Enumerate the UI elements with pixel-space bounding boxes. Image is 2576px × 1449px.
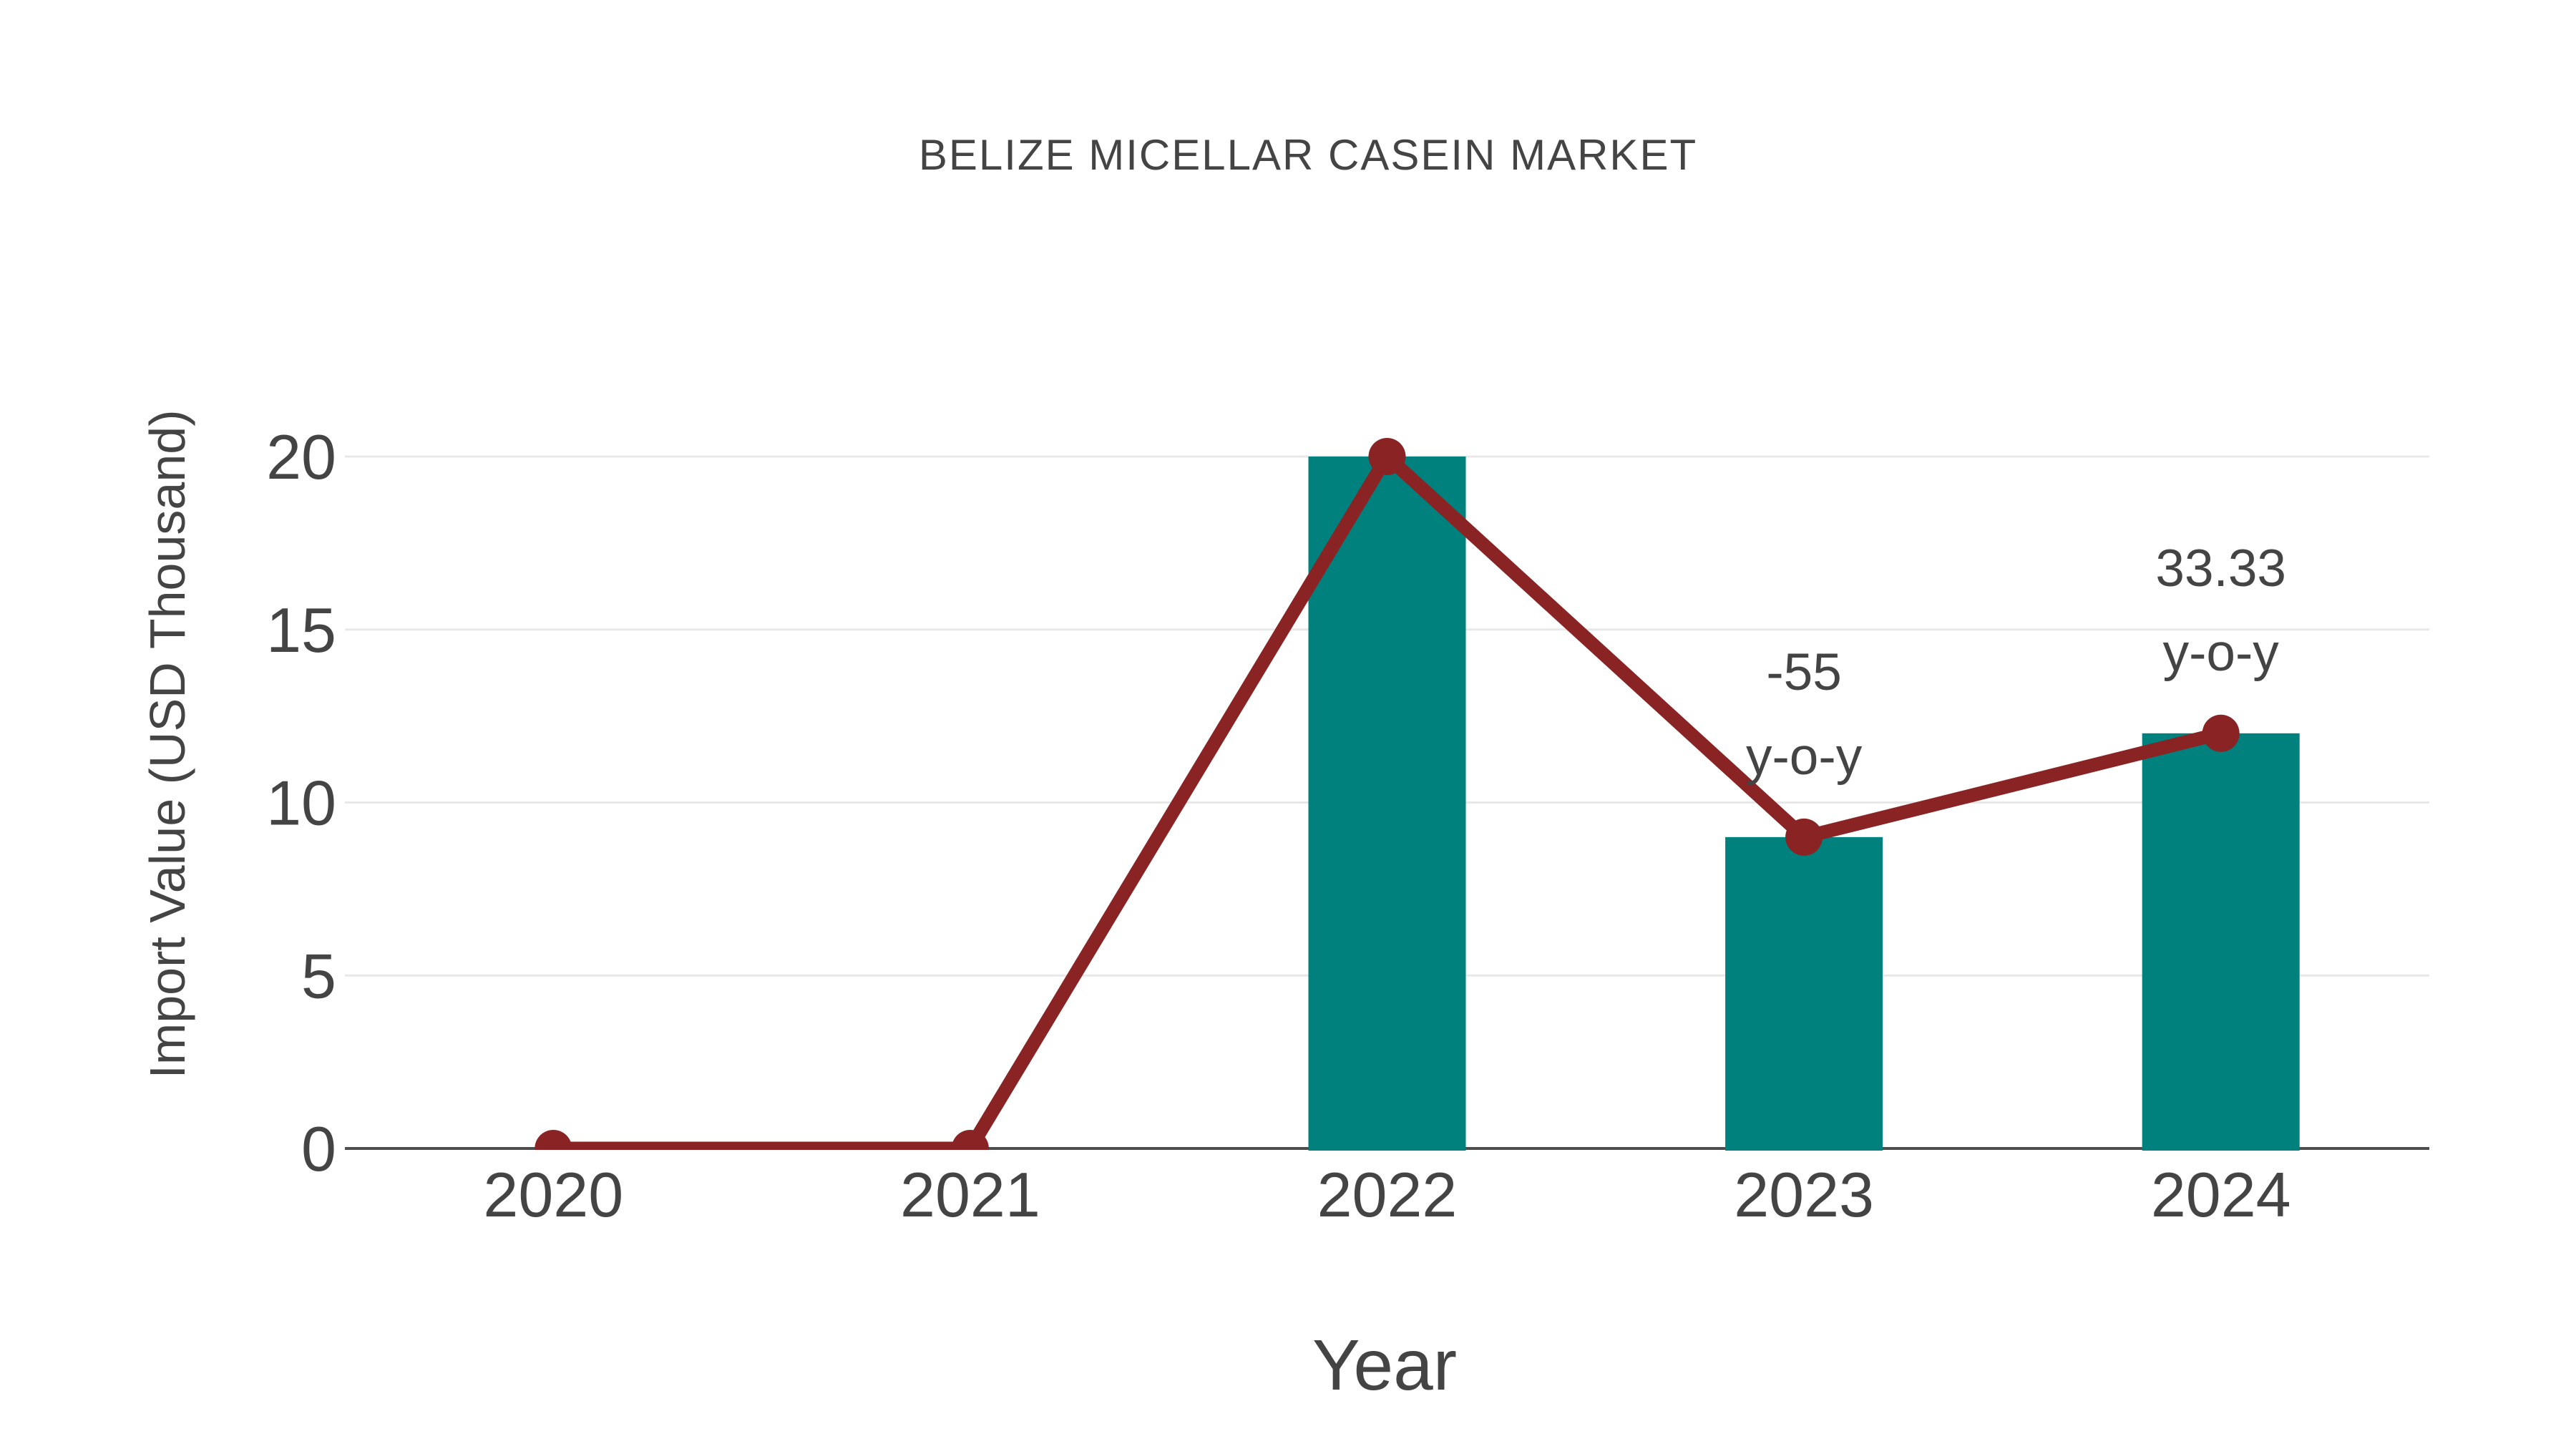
bar[interactable] bbox=[1725, 836, 1883, 1151]
x-tick-label: 2023 bbox=[1734, 1159, 1874, 1230]
y-tick-label: 20 bbox=[266, 421, 336, 492]
y-tick-label: 15 bbox=[266, 595, 336, 665]
x-tick-label: 2021 bbox=[900, 1159, 1040, 1230]
point-marker[interactable] bbox=[1785, 818, 1823, 856]
bar[interactable] bbox=[2142, 733, 2300, 1151]
y-axis-ticks: 0 5 10 15 20 bbox=[266, 421, 336, 1184]
annotations: -55 y-o-y 33.33 y-o-y bbox=[1746, 540, 2286, 786]
x-tick-label: 2024 bbox=[2151, 1159, 2291, 1230]
bar-series bbox=[1308, 457, 2300, 1151]
x-tick-label: 2020 bbox=[483, 1159, 623, 1230]
annotation-line: y-o-y bbox=[2163, 624, 2280, 682]
chart-title: BELIZE MICELLAR CASEIN MARKET bbox=[919, 131, 1697, 179]
y-tick-label: 0 bbox=[301, 1113, 336, 1184]
x-tick-label: 2022 bbox=[1317, 1159, 1458, 1230]
point-marker[interactable] bbox=[1368, 438, 1406, 475]
bar[interactable] bbox=[1308, 457, 1466, 1151]
x-axis-title: Year bbox=[1312, 1325, 1457, 1405]
x-axis-ticks: 2020 2021 2022 2023 2024 bbox=[483, 1159, 2290, 1230]
annotation-line: 33.33 bbox=[2155, 540, 2286, 597]
point-marker[interactable] bbox=[951, 1130, 989, 1167]
line-series bbox=[535, 438, 2240, 1167]
y-tick-label: 10 bbox=[266, 768, 336, 839]
y-axis-title: Import Value (USD Thousand) bbox=[140, 409, 195, 1078]
annotation-line: -55 bbox=[1766, 643, 1842, 701]
annotation-line: y-o-y bbox=[1746, 728, 1863, 786]
y-tick-label: 5 bbox=[301, 940, 336, 1011]
point-marker[interactable] bbox=[2202, 714, 2240, 752]
point-marker[interactable] bbox=[535, 1130, 572, 1167]
